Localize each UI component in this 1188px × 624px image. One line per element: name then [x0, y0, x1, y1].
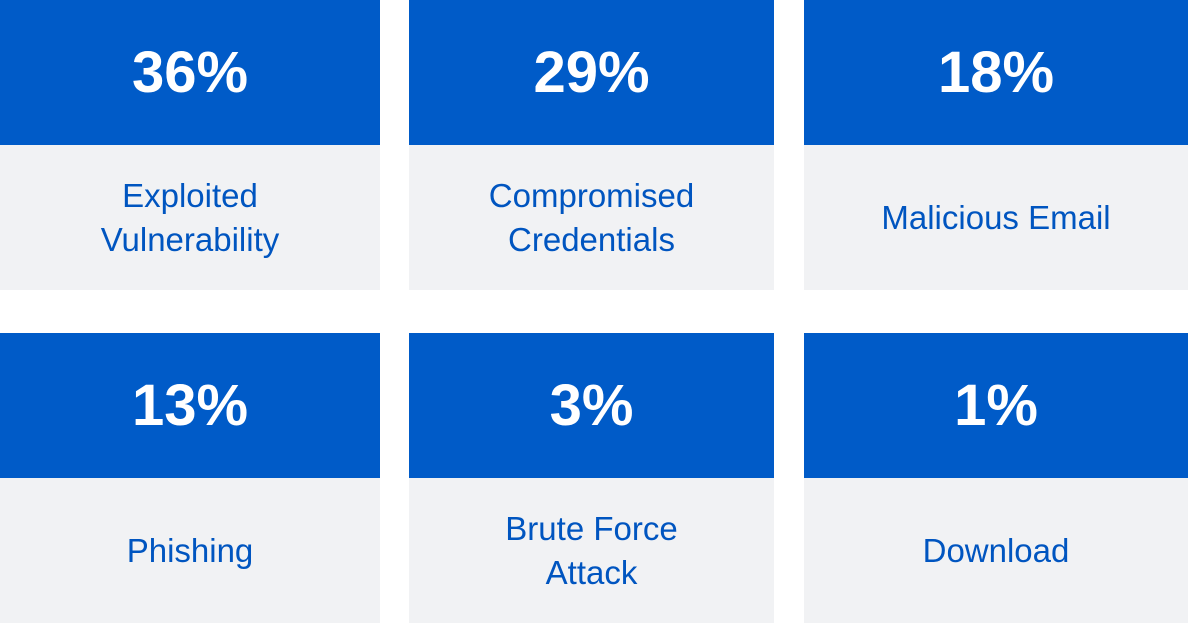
- stat-card-download: 1% Download: [804, 333, 1188, 623]
- stat-percent: 29%: [533, 39, 650, 105]
- stat-percent: 13%: [131, 372, 249, 438]
- stat-percent: 36%: [131, 39, 249, 105]
- stat-label: Exploited Vulnerability: [100, 176, 280, 258]
- stat-card-body: Phishing: [0, 478, 380, 623]
- stat-percent: 3%: [549, 372, 634, 438]
- stat-card-body: Brute Force Attack: [409, 478, 774, 623]
- stat-card-malicious-email: 18% Malicious Email: [804, 0, 1188, 290]
- stat-card-header: 29%: [409, 0, 774, 145]
- stat-card-body: Malicious Email: [804, 145, 1188, 290]
- stat-label: Brute Force Attack: [505, 509, 678, 591]
- stat-card-header: 18%: [804, 0, 1188, 145]
- stat-card-phishing: 13% Phishing: [0, 333, 380, 623]
- stat-label: Malicious Email: [881, 198, 1111, 236]
- stat-card-compromised-credentials: 29% Compromised Credentials: [409, 0, 774, 290]
- stat-card-body: Download: [804, 478, 1188, 623]
- stat-percent: 1%: [954, 372, 1038, 438]
- stat-card-header: 36%: [0, 0, 380, 145]
- stat-card-header: 3%: [409, 333, 774, 478]
- stat-card-body: Compromised Credentials: [409, 145, 774, 290]
- stat-card-header: 13%: [0, 333, 380, 478]
- stat-card-header: 1%: [804, 333, 1188, 478]
- stat-card-brute-force-attack: 3% Brute Force Attack: [409, 333, 774, 623]
- stat-percent: 18%: [937, 39, 1055, 105]
- stat-card-exploited-vulnerability: 36% Exploited Vulnerability: [0, 0, 380, 290]
- stat-label: Download: [922, 531, 1070, 569]
- stat-label: Compromised Credentials: [488, 176, 695, 258]
- stat-label: Phishing: [126, 531, 254, 569]
- stat-card-body: Exploited Vulnerability: [0, 145, 380, 290]
